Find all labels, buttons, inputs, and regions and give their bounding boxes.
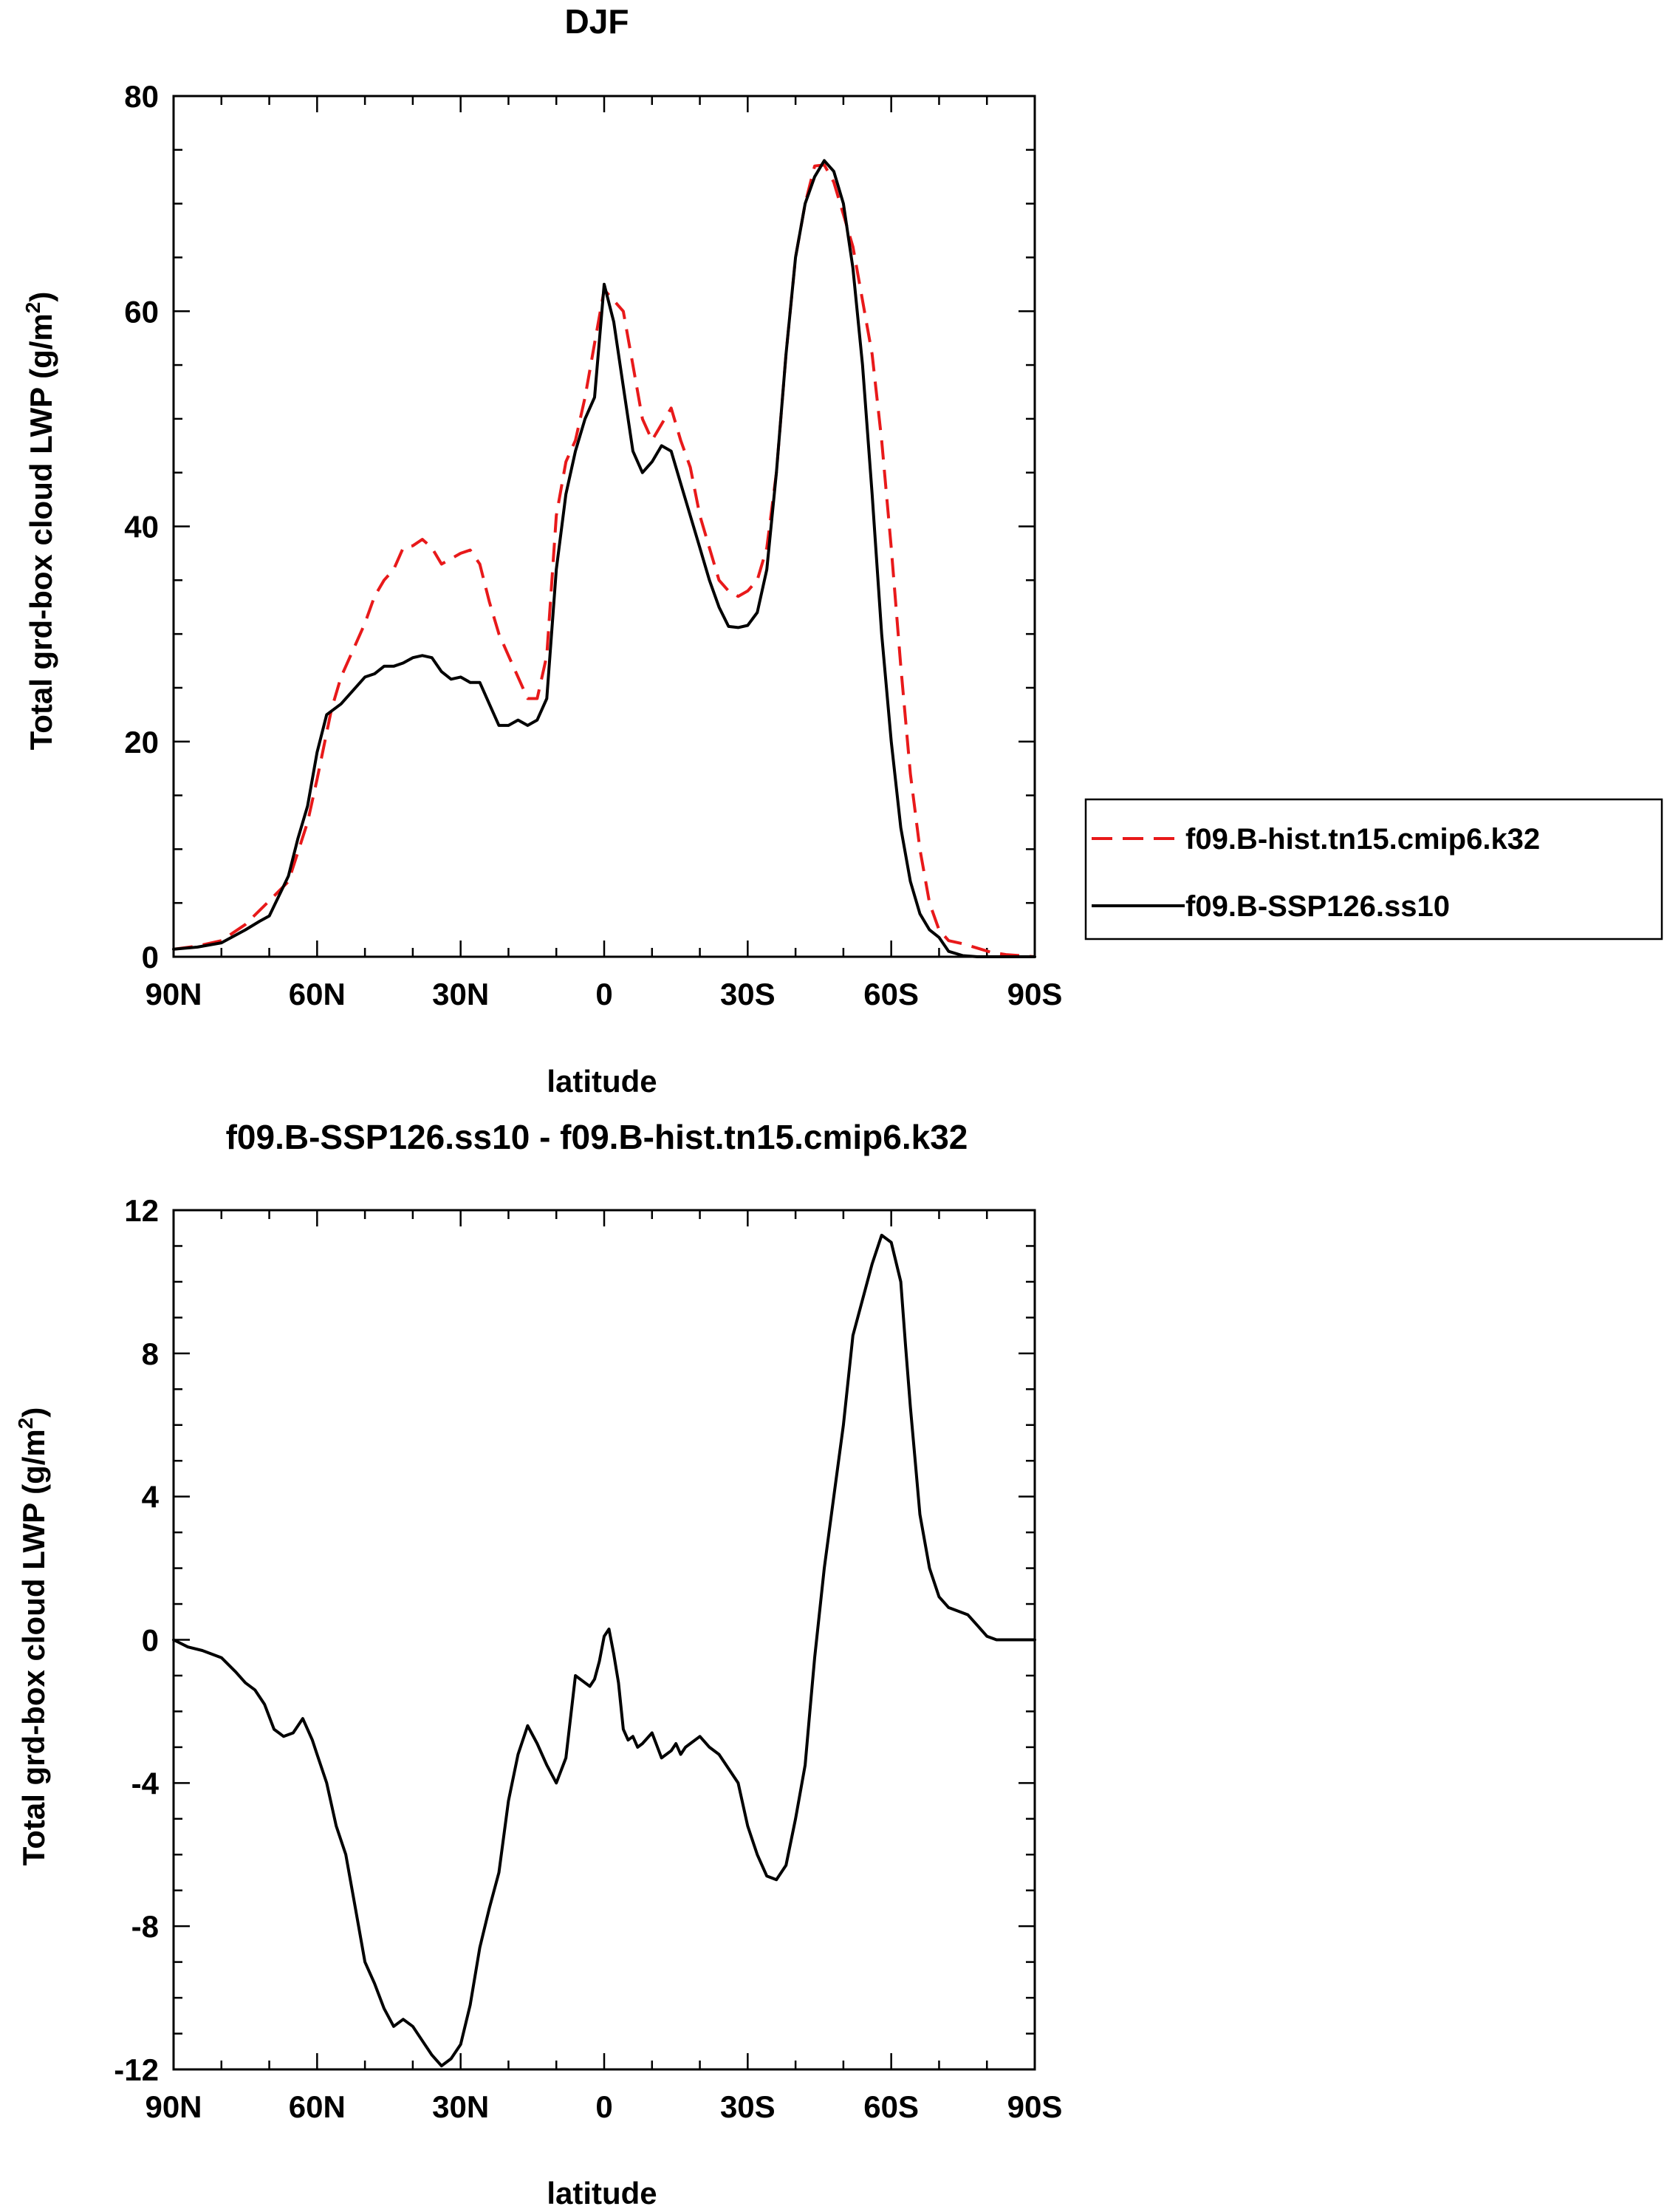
bottom-y-axis-label-main: Total grd-box cloud LWP (g/m [16,1429,51,1865]
bottom-x-tick-label: 60N [289,2089,346,2124]
legend-label-ssp: f09.B-SSP126.ss10 [1185,890,1450,923]
bottom-series-line-difference [172,1233,1036,2068]
bottom-y-tick-label: 8 [142,1337,159,1371]
top-chart-ticks [172,95,1036,958]
top-y-tick-label: 20 [124,725,159,759]
top-chart-tick-labels: 90N 60N 30N 0 30S 60S 90S 0 20 40 60 80 [124,79,1062,1011]
bottom-plot-frame [172,1209,1036,2071]
bottom-chart-series [172,1233,1036,2068]
bottom-x-tick-label: 30S [720,2089,776,2124]
top-x-tick-label: 60N [289,977,346,1011]
top-y-tick-label: 60 [124,294,159,329]
bottom-x-axis-label: latitude [547,2176,657,2211]
legend-box [1084,798,1663,941]
top-x-axis-label: latitude [547,1064,657,1099]
top-y-axis-label-main: Total grd-box cloud LWP (g/m [24,313,58,750]
top-chart: DJF 90N 60N 30N 0 30S 60S 90S 0 20 40 60 80 latitud… [21,2,1062,1099]
bottom-chart: f09.B-SSP126.ss10 - f09.B-hist.tn15.cmip… [14,1118,1062,2211]
top-chart-title: DJF [565,2,629,41]
top-x-tick-label: 90N [145,977,202,1011]
bottom-y-tick-label: -8 [131,1909,159,1944]
top-y-tick-label: 40 [124,510,159,545]
bottom-y-tick-label: 4 [142,1480,160,1515]
top-y-tick-label: 80 [124,79,159,114]
top-y-axis-label-close: ) [24,292,58,302]
bottom-chart-title: f09.B-SSP126.ss10 - f09.B-hist.tn15.cmip… [226,1118,968,1156]
bottom-x-tick-label: 90S [1007,2089,1063,2124]
bottom-y-tick-label: -12 [114,2052,159,2087]
top-y-axis-label: Total grd-box cloud LWP (g/m2) [21,292,58,751]
top-x-tick-label: 60S [863,977,919,1011]
top-chart-series [172,159,1036,958]
bottom-y-tick-label: -4 [131,1766,160,1800]
bottom-x-tick-label: 90N [145,2089,202,2124]
legend: f09.B-hist.tn15.cmip6.k32 f09.B-SSP126.s… [1084,798,1663,941]
bottom-y-axis-label: Total grd-box cloud LWP (g/m2) [14,1407,51,1866]
top-x-tick-label: 0 [595,977,612,1011]
top-x-tick-label: 30S [720,977,776,1011]
bottom-y-tick-label: 12 [124,1193,159,1228]
bottom-x-tick-label: 30N [432,2089,489,2124]
bottom-y-tick-label: 0 [142,1623,159,1658]
top-y-tick-label: 0 [142,940,159,974]
top-x-tick-label: 90S [1007,977,1063,1011]
legend-label-hist: f09.B-hist.tn15.cmip6.k32 [1185,823,1540,856]
bottom-x-tick-label: 0 [595,2089,612,2124]
top-plot-frame [172,95,1036,958]
bottom-y-axis-label-close: ) [16,1407,51,1418]
top-series-line-f09-b-ssp126-ss10 [172,159,1036,958]
top-series-line-f09-b-hist-tn15-cmip6-k32 [173,163,1036,958]
bottom-y-axis-label-sup: 2 [14,1418,37,1430]
top-x-tick-label: 30N [432,977,489,1011]
bottom-chart-tick-labels: 90N 60N 30N 0 30S 60S 90S -12 -8 -4 0 4 8 12 [114,1193,1062,2124]
bottom-x-tick-label: 60S [863,2089,919,2124]
top-y-axis-label-sup: 2 [21,302,44,314]
